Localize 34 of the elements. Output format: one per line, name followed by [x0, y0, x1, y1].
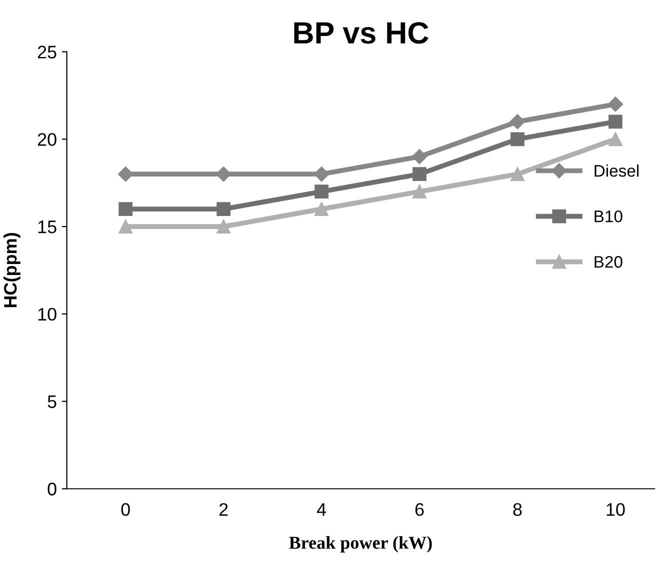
y-tick-label: 5	[48, 395, 56, 408]
point	[216, 220, 230, 234]
point	[412, 184, 426, 199]
point	[510, 132, 524, 146]
y-tick-label: 10	[38, 308, 56, 321]
point	[216, 202, 230, 216]
point	[118, 202, 133, 216]
point	[412, 149, 428, 164]
point	[118, 166, 134, 182]
point	[314, 184, 328, 199]
y-tick-label: 0	[48, 482, 56, 496]
point	[314, 202, 328, 216]
y-tick-label: 20	[38, 133, 56, 146]
chart-title: BP vs HC	[294, 22, 428, 44]
legend-label: B10	[594, 210, 622, 222]
y-tick-label: 25	[38, 46, 56, 58]
x-tick-label: 0	[121, 503, 130, 516]
point	[608, 96, 624, 112]
point	[118, 220, 133, 234]
point	[608, 132, 622, 146]
legend-label: B20	[594, 256, 622, 268]
x-tick-label: 4	[316, 503, 326, 516]
x-axis-title: Break power (kW)	[289, 536, 432, 553]
x-tick-label: 10	[606, 503, 625, 516]
legend-label: Diesel	[594, 164, 639, 177]
x-tick-label: 2	[219, 503, 228, 516]
y-axis-title: HC(ppm)	[4, 233, 20, 308]
point	[412, 167, 426, 182]
x-tick-label: 6	[415, 503, 424, 516]
y-tick-label: 15	[38, 220, 56, 234]
x-tick-label: 8	[513, 503, 522, 516]
point	[510, 114, 526, 130]
point	[510, 167, 524, 182]
point	[608, 114, 622, 129]
